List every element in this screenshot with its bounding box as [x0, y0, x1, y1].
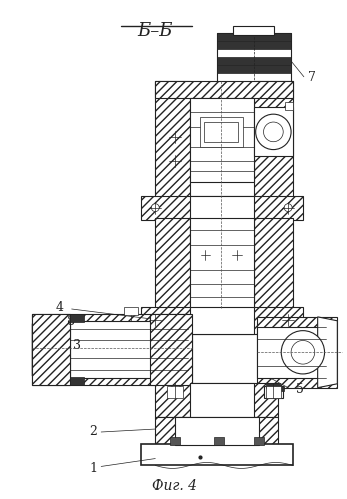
Bar [214, 437, 224, 445]
Bar [175, 417, 259, 445]
Bar [155, 81, 190, 201]
Text: 5: 5 [296, 383, 304, 396]
Bar [200, 117, 243, 147]
Bar [141, 196, 303, 221]
Bar [70, 314, 84, 322]
Bar [190, 383, 254, 417]
Text: 1: 1 [89, 462, 97, 475]
Bar [266, 383, 280, 388]
Bar [190, 219, 254, 309]
Bar [190, 307, 254, 334]
Bar [190, 196, 254, 221]
Bar [265, 386, 281, 398]
Bar [263, 386, 283, 398]
Bar [150, 314, 192, 385]
Bar [70, 377, 84, 385]
Bar [217, 33, 291, 85]
Circle shape [256, 114, 291, 150]
Bar [155, 417, 278, 445]
Bar [217, 41, 291, 49]
Bar [254, 81, 293, 201]
Bar [217, 57, 291, 65]
Bar [155, 81, 293, 98]
Bar [141, 307, 303, 334]
Bar [233, 25, 274, 35]
Text: Б–Б: Б–Б [137, 21, 173, 40]
Bar [190, 98, 254, 182]
Bar [204, 122, 238, 142]
Bar [254, 107, 293, 157]
Bar [285, 102, 293, 110]
Bar [217, 33, 291, 41]
Polygon shape [32, 321, 70, 378]
Bar [170, 437, 180, 445]
Bar [276, 386, 284, 391]
Text: 4: 4 [56, 300, 64, 313]
Bar [257, 317, 337, 388]
Circle shape [281, 331, 324, 374]
Bar [257, 327, 328, 378]
Circle shape [291, 340, 315, 364]
Bar [32, 314, 192, 385]
Circle shape [284, 204, 292, 212]
Circle shape [151, 204, 159, 212]
Circle shape [263, 122, 283, 142]
Bar [70, 321, 188, 378]
Bar [167, 386, 183, 398]
Bar [155, 219, 190, 309]
Text: 2: 2 [90, 425, 97, 438]
Text: 3: 3 [73, 339, 81, 352]
Text: 7: 7 [308, 71, 316, 84]
Bar [155, 383, 278, 417]
Polygon shape [318, 317, 337, 388]
Text: Фиг. 4: Фиг. 4 [152, 479, 197, 493]
Bar [254, 437, 263, 445]
Bar [217, 65, 291, 73]
Bar [254, 219, 293, 309]
Text: 6: 6 [301, 364, 309, 377]
Bar [124, 307, 137, 315]
Bar [32, 314, 70, 385]
Text: 8: 8 [66, 315, 74, 328]
Bar [141, 444, 293, 466]
